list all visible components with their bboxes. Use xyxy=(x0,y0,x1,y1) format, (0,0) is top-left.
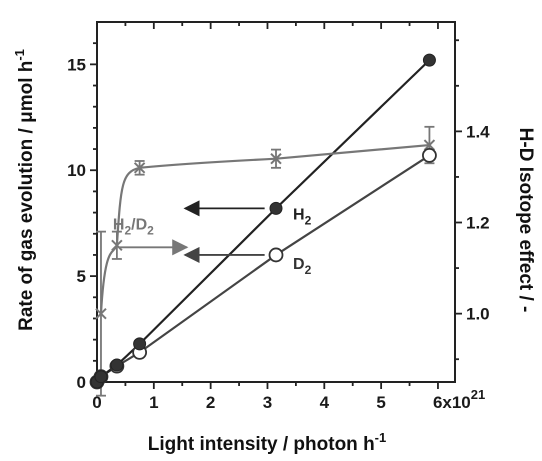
y-axis-title: Rate of gas evolution / μmol h-1 xyxy=(12,49,37,331)
y-tick-label: 15 xyxy=(67,55,86,74)
y2-tick-label: 1.2 xyxy=(466,214,490,233)
y-axis-title-sup: -1 xyxy=(12,49,27,61)
d2-series-line xyxy=(96,154,431,383)
d2-label-sub: 2 xyxy=(305,263,312,277)
x-axis-title-text: Light intensity / photon h xyxy=(148,434,375,455)
d2-label: D2 xyxy=(293,256,312,277)
x-tick-label: 2 xyxy=(206,393,215,412)
y-axis-title-text: Rate of gas evolution / μmol h xyxy=(16,61,37,331)
x-tick-label: 1 xyxy=(149,393,158,412)
plot-border xyxy=(96,21,456,383)
x-axis-title: Light intensity / photon h-1 xyxy=(148,430,386,455)
x-tick-label: 3 xyxy=(263,393,272,412)
x-tick-exponent: 21 xyxy=(471,387,485,402)
h2-data-point xyxy=(269,201,283,215)
h2-label: H2 xyxy=(293,206,312,227)
x-tick-label: 4 xyxy=(320,393,330,412)
h2-data-point xyxy=(110,358,124,372)
h2-data-point xyxy=(422,53,436,67)
y-tick-label: 5 xyxy=(77,267,86,286)
h2-label-sub: 2 xyxy=(305,213,312,227)
x-tick-label: 0 xyxy=(92,393,101,412)
ratio-series-line xyxy=(99,143,430,314)
y2-axis-title: H-D Isotope effect / - xyxy=(515,128,536,313)
ratio-marker-x xyxy=(95,307,107,320)
ratio-marker-x xyxy=(270,153,282,165)
y-tick-label: 0 xyxy=(77,373,86,392)
y2-tick-label: 1.0 xyxy=(466,305,490,324)
plot-frame xyxy=(96,21,456,383)
ratio-marker-x xyxy=(423,139,436,151)
x-tick-label: 6x1021 xyxy=(433,387,485,412)
ratio-label-sub-b: 2 xyxy=(147,223,154,237)
d2-data-point xyxy=(422,148,437,163)
d2-data-point xyxy=(268,247,284,263)
ratio-label-sub-a: 2 xyxy=(124,223,131,237)
y2-tick-label: 1.4 xyxy=(466,122,490,141)
ratio-marker-x xyxy=(133,162,146,174)
series-layer xyxy=(89,53,437,397)
x-tick-label: 5 xyxy=(376,393,385,412)
h2-data-point xyxy=(94,370,108,384)
annotation-layer: H2 D2 H2/D2 xyxy=(113,200,312,277)
ratio-label: H2/D2 xyxy=(113,216,154,237)
ratio-label-b: /D xyxy=(131,216,147,233)
h2-data-point xyxy=(133,337,147,351)
y-tick-label: 10 xyxy=(67,161,86,180)
ratio-marker-x xyxy=(111,239,123,251)
x-axis-title-sup: -1 xyxy=(375,430,387,445)
